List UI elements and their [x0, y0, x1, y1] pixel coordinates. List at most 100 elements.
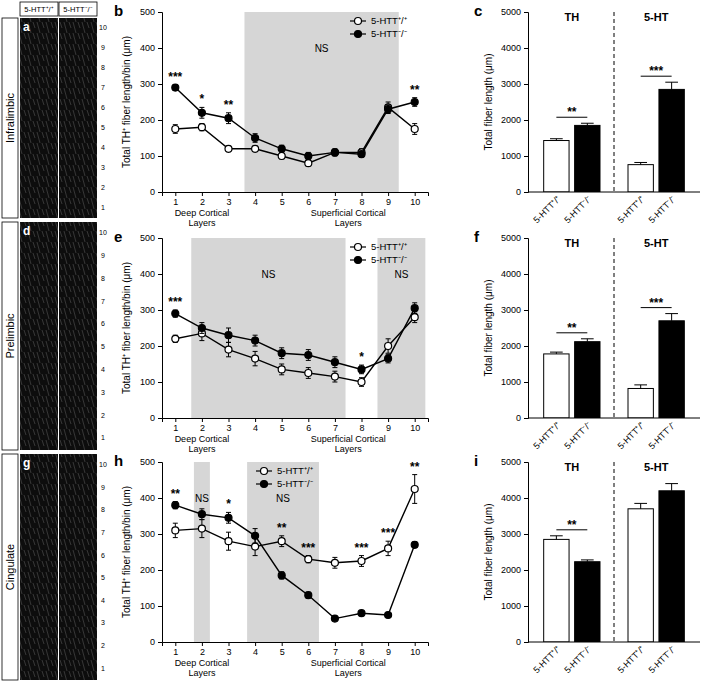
error-cap	[359, 555, 364, 556]
bar-label: 5-HTT⁻/⁻	[562, 194, 593, 225]
tick-mark	[524, 382, 528, 383]
y-axis: 0100200300400500	[140, 7, 163, 197]
error-cap	[279, 358, 284, 359]
tick: 6	[306, 418, 311, 433]
point	[358, 610, 365, 617]
legend-marker	[355, 244, 362, 251]
error-cap	[550, 535, 563, 536]
error-cap	[332, 356, 337, 357]
column-header: 5-HTT⁻/⁻	[63, 5, 92, 14]
significance: ***	[168, 70, 182, 84]
tick: 0	[516, 413, 528, 423]
layer-number: 2	[101, 412, 105, 419]
y-axis: 010002000300040005000	[501, 7, 529, 197]
error-cap	[226, 512, 231, 513]
row-label: Prelimbic	[4, 313, 16, 359]
group-label: TH	[565, 237, 580, 249]
axis-line	[163, 419, 429, 423]
tick-label: 4000	[501, 269, 521, 279]
error-cap	[581, 338, 594, 339]
error-cap	[386, 555, 391, 556]
tick-mark	[524, 346, 528, 347]
tick-mark	[524, 238, 528, 239]
tick: 300	[140, 79, 162, 89]
tick: 10	[410, 418, 420, 433]
bar-label: 5-HTT⁻/⁻	[647, 420, 678, 451]
tick-label: 0	[150, 413, 155, 423]
layer-number: 7	[101, 84, 105, 91]
y-axis-title: Total TH⁺ fiber length/bin (μm)	[121, 262, 132, 394]
tick-label: 400	[140, 43, 155, 53]
layer-number: 3	[101, 164, 105, 171]
tick-label: 5000	[501, 233, 521, 243]
tick-label: 1	[173, 647, 178, 657]
tick-mark	[524, 498, 528, 499]
layer-number: 3	[101, 619, 105, 626]
tick-label: 1	[173, 423, 178, 433]
error-cap	[253, 346, 258, 347]
tick-label: 200	[140, 565, 155, 575]
tick-label: 2000	[501, 565, 521, 575]
tick-label: 4000	[501, 43, 521, 53]
x-group-label: Superficial CorticalLayers	[311, 658, 386, 678]
point	[172, 527, 179, 534]
tick-mark	[308, 418, 309, 422]
layer-number: 4	[101, 597, 105, 604]
series-line	[175, 308, 414, 369]
ns-region	[191, 238, 345, 418]
significance: **	[224, 98, 234, 112]
tick-label: 400	[140, 269, 155, 279]
point	[252, 135, 259, 142]
tick-label: 3	[226, 423, 231, 433]
error-cap	[306, 360, 311, 361]
bar	[628, 388, 653, 418]
bar-label: 5-HTT⁺/⁺	[616, 644, 647, 675]
error-cap	[226, 342, 231, 343]
tick: 2	[200, 418, 205, 433]
tick-label: 500	[140, 7, 155, 17]
point	[358, 558, 365, 565]
error-cap	[412, 134, 417, 135]
y-axis-title: Total TH⁺ fiber length/bin (μm)	[121, 36, 132, 168]
micrograph	[59, 454, 97, 680]
bar-label: 5-HTT⁺/⁺	[616, 420, 647, 451]
error-cap	[199, 333, 204, 334]
layer-number: 5	[101, 124, 105, 131]
tick-mark	[175, 642, 176, 646]
series	[172, 312, 418, 387]
tick-mark	[158, 192, 162, 193]
line-chart: 010020030040050012345678910NSNS*********…	[114, 452, 429, 678]
legend-marker	[355, 257, 362, 264]
tick-label: 300	[140, 529, 155, 539]
tick: 0	[150, 637, 162, 647]
series	[172, 303, 418, 374]
tick: 0	[516, 187, 528, 197]
tick-label: 3	[226, 197, 231, 207]
layer-number: 10	[99, 24, 107, 31]
point	[172, 84, 179, 91]
significance: ***	[168, 295, 182, 309]
layer-number: 8	[101, 506, 105, 513]
tick-label: 300	[140, 79, 155, 89]
tick-label: 9	[386, 423, 391, 433]
point	[385, 343, 392, 350]
bar-label: 5-HTT⁻/⁻	[647, 194, 678, 225]
error-cap	[173, 523, 178, 524]
tick-mark	[158, 274, 162, 275]
tick-mark	[335, 418, 336, 422]
error-cap	[550, 352, 563, 353]
group-label: TH	[565, 461, 580, 473]
bar	[544, 354, 569, 418]
x-group-label: Deep CorticalLayers	[175, 658, 230, 678]
layer-number: 10	[99, 461, 107, 468]
error-cap	[306, 378, 311, 379]
error-cap	[253, 365, 258, 366]
axis-line	[524, 13, 529, 193]
point	[198, 325, 205, 332]
tick-label: 2	[200, 197, 205, 207]
point	[331, 373, 338, 380]
tick: 500	[140, 233, 162, 243]
series	[172, 502, 418, 622]
error-cap	[279, 535, 284, 536]
tick: 8	[359, 192, 364, 207]
